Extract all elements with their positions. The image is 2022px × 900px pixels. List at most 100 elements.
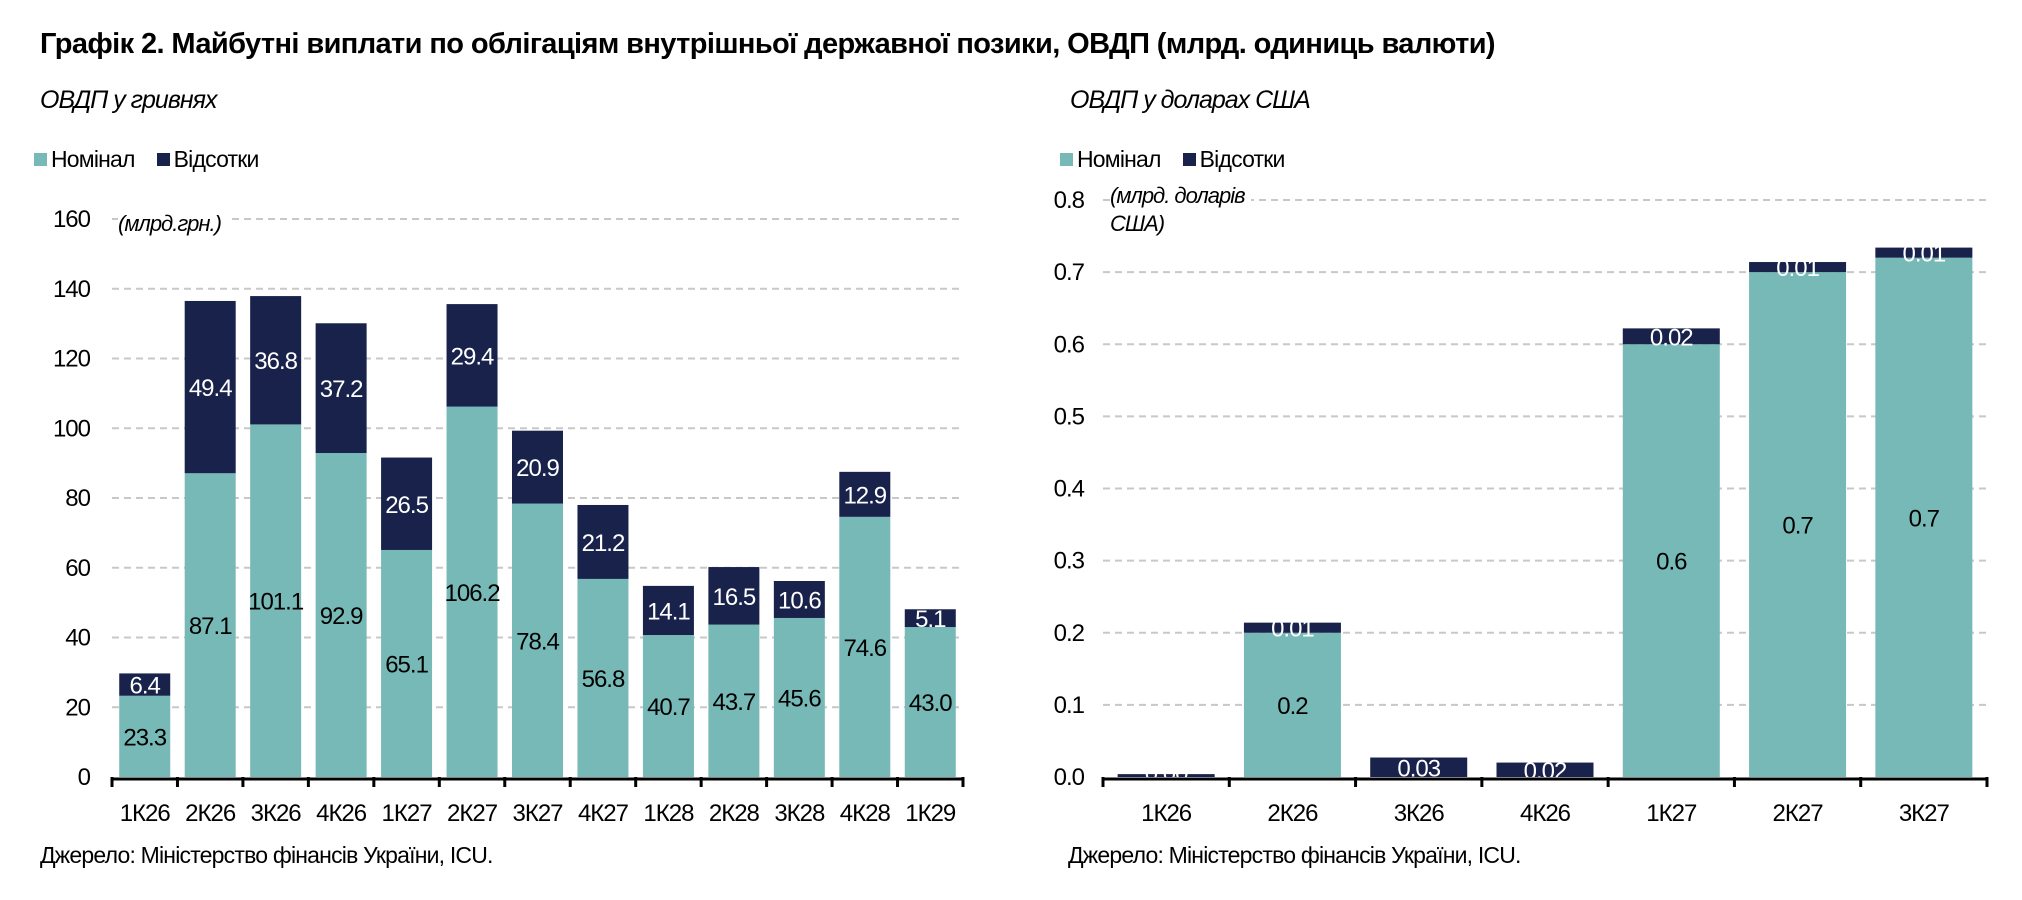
bar-interest-1К27 [1622, 328, 1720, 345]
data-label-interest: 10.6 [778, 587, 821, 614]
x-tick-label: 4К26 [316, 800, 367, 827]
data-label-interest: 49.4 [189, 375, 232, 402]
legend-item-nominal: Номінал [1060, 146, 1161, 173]
interest-swatch [156, 153, 170, 166]
x-tick-label: 2К27 [447, 800, 498, 827]
legend-label: Відсотки [1199, 146, 1286, 172]
data-label-nominal: 101.1 [248, 589, 304, 616]
y-tick-label: 0.0 [1054, 764, 1085, 791]
data-label-interest: 6.4 [130, 673, 161, 700]
data-label-nominal: 74.6 [843, 635, 886, 662]
legend-item-nominal: Номінал [34, 146, 135, 173]
right-unit-line-2: США) [1110, 211, 1165, 236]
data-label-interest: 0.02 [1524, 758, 1567, 785]
bar-nominal-2К28 [708, 624, 760, 777]
bar-interest-3К27 [1875, 247, 1973, 258]
bar-nominal-4К28 [839, 516, 891, 777]
data-label-nominal: 92.9 [320, 603, 363, 630]
x-tick-label: 1К29 [905, 800, 956, 827]
data-label-nominal: 43.7 [713, 689, 756, 716]
bar-interest-3К26 [250, 296, 302, 425]
legend-item-interest: Відсотки [156, 146, 260, 173]
data-label-interest: 21.2 [582, 530, 625, 557]
bar-interest-1К26 [1117, 774, 1215, 777]
x-tick-label: 2К28 [709, 800, 760, 827]
y-tick-label: 20 [65, 694, 90, 721]
y-tick-label: 100 [53, 415, 91, 442]
y-tick-label: 0.1 [1054, 692, 1085, 719]
data-label-interest: 12.9 [843, 482, 886, 509]
bar-nominal-1К26 [119, 695, 171, 777]
y-tick-label: 40 [65, 625, 90, 652]
x-tick-label: 3К26 [1394, 800, 1445, 827]
legend-label: Номінал [51, 146, 135, 172]
nominal-swatch [34, 153, 47, 166]
left-legend: Номінал Відсотки [34, 146, 259, 173]
x-tick-label: 4К28 [840, 800, 891, 827]
bar-interest-2К26 [184, 300, 236, 474]
data-label-nominal: 45.6 [778, 685, 821, 712]
y-tick-label: 0.2 [1054, 620, 1085, 647]
left-chart-subtitle: ОВДП у гривнях [40, 86, 217, 114]
right-unit-label: (млрд. доларів США) [1110, 182, 1251, 238]
data-label-interest: 0.01 [1902, 241, 1945, 268]
bar-nominal-1К29 [904, 627, 956, 777]
y-tick-label: 0.6 [1054, 331, 1085, 358]
data-label-nominal: 23.3 [123, 724, 166, 751]
bar-nominal-3К27 [512, 503, 563, 777]
bar-interest-3К27 [512, 430, 563, 504]
bar-interest-2К27 [446, 304, 498, 407]
data-label-interest: 16.5 [713, 584, 756, 611]
data-label-interest: 0.02 [1650, 324, 1693, 351]
bar-nominal-1К28 [642, 635, 694, 777]
y-tick-label: 0.4 [1054, 476, 1085, 503]
bar-nominal-2К26 [1243, 632, 1341, 777]
bar-interest-4К26 [315, 323, 367, 454]
y-tick-label: 0.7 [1054, 259, 1085, 286]
bar-interest-3К26 [1370, 757, 1468, 777]
legend-label: Відсотки [173, 146, 260, 172]
bar-interest-4К26 [1496, 762, 1594, 777]
bar-interest-1К27 [381, 457, 433, 550]
x-tick-label: 1К26 [120, 800, 171, 827]
data-label-interest: 5.1 [915, 606, 946, 633]
data-label-nominal: 0.6 [1656, 549, 1687, 576]
x-tick-label: 3К26 [251, 800, 302, 827]
data-label-nominal: 0.7 [1782, 513, 1813, 540]
bar-interest-2К27 [1749, 262, 1847, 273]
x-tick-label: 2К27 [1773, 800, 1824, 827]
data-label-interest: 20.9 [516, 455, 559, 482]
bar-nominal-2К27 [446, 406, 498, 777]
y-tick-label: 140 [53, 276, 91, 303]
figure-title: Графік 2. Майбутні виплати по облігаціям… [40, 28, 1496, 60]
bar-nominal-3К28 [773, 617, 825, 777]
bar-nominal-2К27 [1749, 272, 1847, 777]
bar-interest-3К28 [773, 581, 825, 618]
right-chart-subtitle: ОВДП у доларах США [1070, 86, 1311, 114]
bar-nominal-1К27 [1622, 344, 1720, 777]
data-label-nominal: 40.7 [647, 694, 690, 721]
bar-interest-1К26 [119, 673, 171, 696]
data-label-interest: 0.01 [1776, 255, 1819, 282]
right-unit-line-1: (млрд. доларів [1110, 183, 1246, 208]
bar-nominal-1К27 [381, 549, 433, 777]
y-tick-label: 0.3 [1054, 548, 1085, 575]
data-label-interest: 37.2 [320, 376, 363, 403]
x-tick-label: 1К26 [1141, 800, 1192, 827]
data-label-nominal: 78.4 [516, 628, 559, 655]
y-tick-label: 160 [53, 206, 91, 233]
y-tick-label: 60 [65, 555, 90, 582]
right-legend: Номінал Відсотки [1060, 146, 1285, 173]
bar-interest-2К28 [708, 567, 760, 625]
y-tick-label: 0.8 [1054, 187, 1085, 214]
data-label-nominal: 43.0 [909, 690, 952, 717]
x-tick-label: 3К27 [512, 800, 563, 827]
x-tick-label: 1К28 [643, 800, 694, 827]
data-label-interest: 0.00 [1145, 760, 1188, 787]
y-tick-label: 120 [53, 346, 91, 373]
y-tick-label: 0.5 [1054, 403, 1085, 430]
legend-label: Номінал [1077, 146, 1161, 172]
data-label-nominal: 106.2 [445, 580, 501, 607]
data-label-nominal: 87.1 [189, 613, 232, 640]
